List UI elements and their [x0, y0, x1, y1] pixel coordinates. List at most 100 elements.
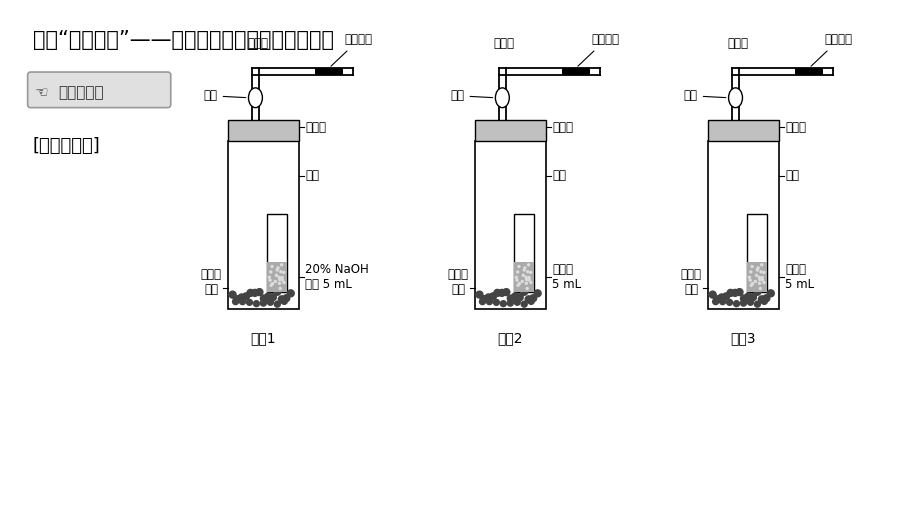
Circle shape [525, 279, 527, 281]
Circle shape [255, 289, 263, 296]
Circle shape [516, 294, 523, 301]
Circle shape [271, 266, 273, 267]
Circle shape [475, 291, 482, 298]
Circle shape [515, 276, 516, 278]
Circle shape [525, 276, 527, 278]
Circle shape [287, 290, 294, 297]
Circle shape [712, 299, 718, 305]
Text: 着色液滴: 着色液滴 [331, 33, 372, 66]
Circle shape [755, 269, 757, 271]
Bar [514, 214, 534, 292]
Circle shape [748, 276, 750, 278]
Circle shape [274, 289, 280, 295]
Circle shape [520, 289, 528, 295]
Bar [267, 262, 287, 292]
Circle shape [754, 280, 755, 282]
Circle shape [757, 276, 759, 278]
Text: ☜: ☜ [35, 85, 48, 100]
Bar [227, 120, 299, 141]
Circle shape [282, 295, 289, 301]
Text: 活塞: 活塞 [203, 89, 245, 102]
Circle shape [525, 282, 527, 284]
Circle shape [735, 289, 743, 296]
Circle shape [753, 289, 760, 295]
Circle shape [762, 281, 765, 283]
Circle shape [751, 283, 753, 284]
Circle shape [522, 275, 524, 276]
Circle shape [726, 290, 733, 296]
Circle shape [766, 290, 774, 297]
Circle shape [528, 277, 529, 279]
Circle shape [506, 295, 514, 302]
Circle shape [754, 275, 756, 276]
Text: 发芽的
种子: 发芽的 种子 [200, 268, 221, 296]
Circle shape [713, 296, 720, 303]
Circle shape [529, 295, 536, 301]
Circle shape [233, 296, 240, 303]
Bar [746, 214, 766, 292]
Circle shape [760, 264, 762, 266]
Bar [707, 120, 778, 141]
Circle shape [749, 294, 755, 301]
Circle shape [757, 282, 760, 284]
Text: 蒸馏水
5 mL: 蒸馏水 5 mL [551, 263, 581, 291]
Circle shape [479, 299, 485, 305]
Circle shape [527, 271, 528, 272]
Text: 容器: 容器 [551, 169, 565, 182]
Circle shape [498, 290, 505, 296]
Text: 刻度管: 刻度管 [726, 37, 747, 50]
Circle shape [503, 289, 509, 296]
Circle shape [534, 290, 540, 297]
Circle shape [731, 290, 738, 296]
Circle shape [260, 300, 267, 306]
Text: 方法提炼。: 方法提炼。 [59, 85, 104, 100]
Circle shape [744, 293, 751, 300]
Bar [227, 141, 299, 309]
Circle shape [756, 267, 758, 269]
Circle shape [229, 291, 236, 298]
Circle shape [521, 301, 527, 307]
Text: 容器: 容器 [785, 169, 799, 182]
Circle shape [516, 284, 518, 286]
Circle shape [516, 271, 518, 273]
Circle shape [233, 299, 238, 305]
Text: 活塞: 活塞 [450, 89, 492, 102]
Circle shape [277, 267, 278, 269]
Text: 刻度管: 刻度管 [246, 37, 267, 50]
Circle shape [762, 295, 769, 301]
Circle shape [486, 299, 492, 305]
Text: 橡皮塞: 橡皮塞 [305, 121, 326, 134]
Circle shape [271, 283, 273, 284]
Circle shape [251, 290, 258, 296]
Circle shape [516, 279, 517, 281]
Bar [794, 68, 823, 75]
Circle shape [493, 299, 499, 305]
Text: 煮熟的
种子: 煮熟的 种子 [680, 268, 701, 296]
Circle shape [276, 269, 278, 271]
Circle shape [749, 271, 751, 273]
Circle shape [275, 275, 277, 276]
Circle shape [270, 284, 272, 286]
Text: 橡皮塞: 橡皮塞 [551, 121, 573, 134]
Circle shape [511, 293, 518, 300]
Text: 发芽的
种子: 发芽的 种子 [447, 268, 468, 296]
Circle shape [278, 282, 280, 284]
Bar [474, 141, 546, 309]
Circle shape [726, 299, 732, 305]
Bar [514, 262, 534, 292]
Text: 活塞: 活塞 [683, 89, 725, 102]
Circle shape [480, 296, 487, 303]
Circle shape [523, 267, 526, 269]
Circle shape [274, 280, 276, 282]
Circle shape [484, 294, 492, 301]
Circle shape [243, 293, 249, 300]
Bar [746, 262, 766, 292]
Circle shape [719, 299, 725, 305]
Bar [562, 68, 589, 75]
Circle shape [525, 296, 531, 303]
Circle shape [494, 290, 500, 296]
Circle shape [750, 266, 753, 267]
Circle shape [523, 269, 525, 271]
Bar [474, 120, 546, 141]
Circle shape [246, 299, 252, 305]
